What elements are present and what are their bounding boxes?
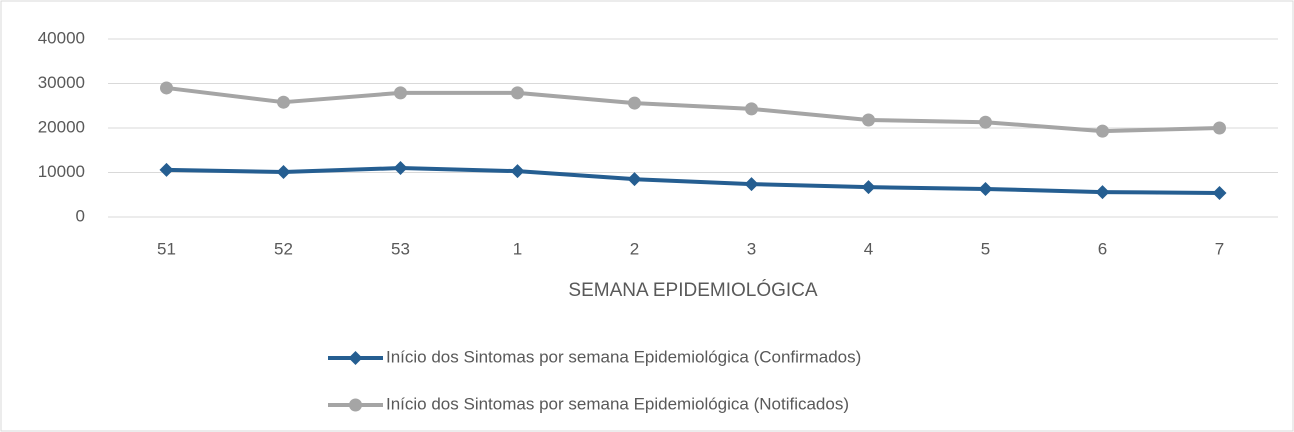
legend-marker bbox=[349, 398, 362, 412]
point bbox=[159, 162, 174, 177]
x-tick-label: 3 bbox=[747, 239, 756, 258]
y-tick-label: 30000 bbox=[38, 73, 85, 92]
y-tick-label: 10000 bbox=[38, 162, 85, 181]
point bbox=[511, 86, 524, 100]
point bbox=[978, 181, 993, 196]
y-tick-label: 20000 bbox=[38, 117, 85, 136]
y-tick-label: 40000 bbox=[38, 28, 85, 47]
legend-label: Início dos Sintomas por semana Epidemiol… bbox=[386, 347, 861, 366]
point bbox=[1096, 124, 1109, 138]
x-tick-label: 6 bbox=[1098, 239, 1107, 258]
x-tick-label: 5 bbox=[981, 239, 990, 258]
point bbox=[745, 102, 758, 116]
point bbox=[277, 95, 290, 109]
x-tick-label: 53 bbox=[391, 239, 410, 258]
point bbox=[862, 113, 875, 127]
point bbox=[1095, 185, 1110, 200]
x-tick-label: 1 bbox=[513, 239, 522, 258]
point bbox=[276, 165, 291, 180]
series-line bbox=[166, 166, 1220, 195]
series-line bbox=[166, 85, 1220, 134]
point bbox=[628, 96, 641, 110]
legend-label: Início dos Sintomas por semana Epidemiol… bbox=[386, 394, 849, 413]
x-tick-label: 52 bbox=[274, 239, 293, 258]
point bbox=[861, 180, 876, 195]
point bbox=[510, 164, 525, 179]
point bbox=[1212, 185, 1227, 200]
point bbox=[394, 86, 407, 100]
point bbox=[979, 115, 992, 129]
point bbox=[744, 177, 759, 192]
x-tick-label: 2 bbox=[630, 239, 639, 258]
legend-marker bbox=[348, 351, 363, 365]
x-axis-title: SEMANA EPIDEMIOLÓGICA bbox=[568, 279, 817, 301]
x-tick-label: 7 bbox=[1215, 239, 1224, 258]
point bbox=[160, 81, 173, 95]
point bbox=[1213, 121, 1226, 135]
x-tick-label: 4 bbox=[864, 239, 873, 258]
y-tick-label: 0 bbox=[76, 206, 85, 225]
x-tick-label: 51 bbox=[157, 239, 176, 258]
point bbox=[393, 161, 408, 176]
point bbox=[627, 172, 642, 187]
